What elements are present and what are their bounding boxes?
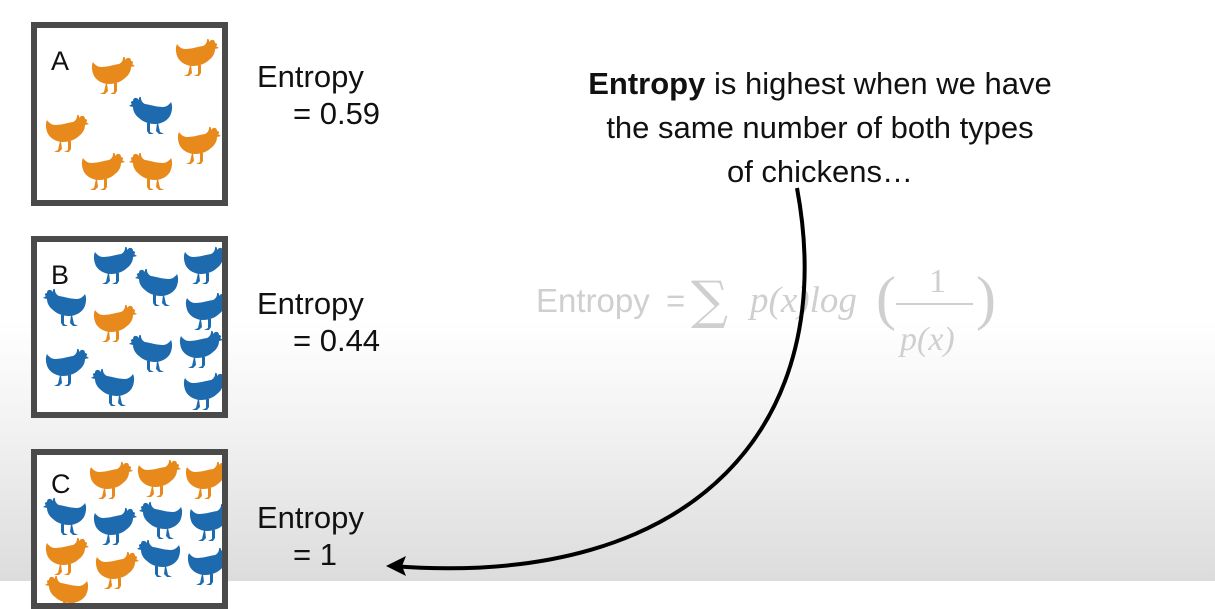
caption-line-1: Entropy is highest when we have [520, 62, 1120, 106]
entropy-label: Entropy [257, 59, 364, 94]
panel-b: B [31, 236, 228, 418]
chicken-icon [135, 268, 181, 308]
formula-lhs: Entropy [536, 282, 650, 319]
chicken-icon [43, 537, 89, 577]
caption-bold: Entropy [588, 66, 706, 101]
panel-a-letter: A [51, 46, 70, 76]
panel-c: C [31, 449, 228, 609]
entropy-c: Entropy = 1 [257, 499, 364, 573]
caption-line-3: of chickens… [726, 154, 914, 189]
panel-a: A [31, 22, 228, 206]
entropy-value: = 0.44 [293, 323, 381, 358]
arrow-head [386, 556, 406, 576]
chicken-icon [89, 56, 135, 96]
formula-eq: = [666, 282, 685, 319]
formula-denominator: p(x) [898, 321, 955, 358]
arrow-line [391, 187, 807, 571]
panel-c-letter: C [51, 469, 71, 499]
chicken-icon [79, 152, 125, 192]
chicken-icon [173, 38, 219, 78]
chicken-icon [43, 348, 89, 388]
panel-b-letter: B [51, 260, 70, 290]
chicken-icon [175, 126, 221, 166]
chicken-icon [43, 497, 89, 537]
entropy-label: Entropy [257, 286, 364, 321]
caption: Entropy is highest when we have the same… [520, 62, 1120, 194]
entropy-formula: Entropy = ∑ p(x)log ( 1 p(x) ) [536, 263, 996, 358]
formula-lparen: ( [876, 265, 896, 331]
chicken-icon [185, 547, 228, 587]
chicken-icon [45, 575, 91, 609]
chicken-icon [183, 292, 228, 332]
caption-line-2: the same number of both types [606, 110, 1034, 145]
entropy-b: Entropy = 0.44 [257, 285, 380, 359]
chicken-icon [93, 551, 139, 591]
chicken-icon [137, 539, 183, 579]
formula-numerator: 1 [929, 263, 946, 300]
entropy-a: Entropy = 0.59 [257, 58, 380, 132]
chicken-icon [43, 288, 89, 328]
chicken-icon [129, 152, 175, 192]
chicken-icon [181, 372, 227, 412]
chicken-icon [181, 246, 227, 286]
formula-sum: ∑ [691, 271, 728, 331]
chicken-icon [177, 330, 223, 370]
chicken-icon [135, 459, 181, 499]
formula-term: p(x)log [747, 280, 857, 321]
chicken-icon [183, 461, 228, 501]
formula-rparen: ) [976, 265, 996, 331]
entropy-value: = 1 [293, 537, 337, 572]
chicken-icon [129, 96, 175, 136]
chicken-icon [91, 507, 137, 547]
caption-line-1-rest: is highest when we have [705, 66, 1052, 101]
chicken-icon [43, 114, 89, 154]
chicken-icon [187, 503, 228, 543]
chicken-icon [91, 368, 137, 408]
entropy-value: = 0.59 [293, 96, 381, 131]
chicken-icon [139, 501, 185, 541]
entropy-label: Entropy [257, 500, 364, 535]
chicken-icon [91, 246, 137, 286]
chicken-icon [87, 461, 133, 501]
